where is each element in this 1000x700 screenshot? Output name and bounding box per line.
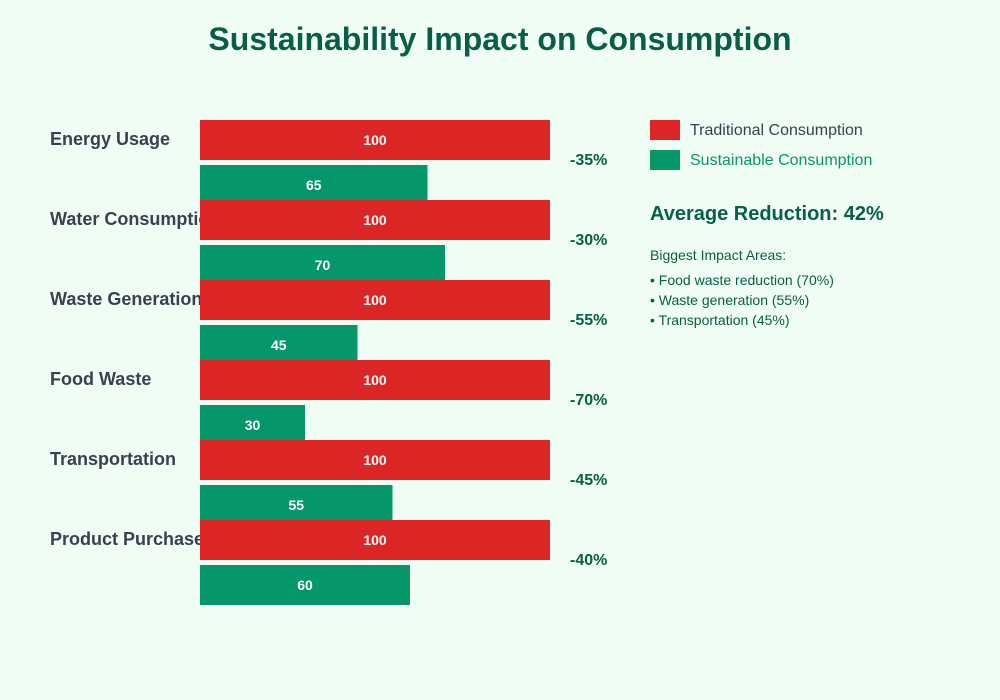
traditional-bar: [200, 520, 550, 560]
reduction-label: -40%: [570, 552, 607, 569]
sustainable-bar: [200, 565, 410, 605]
bar-value-label: 55: [288, 497, 304, 513]
traditional-bar: [200, 200, 550, 240]
category-label: Energy Usage: [50, 129, 170, 149]
traditional-bar: [200, 120, 550, 160]
category-label: Transportation: [50, 449, 176, 469]
bar-value-label: 100: [363, 212, 387, 228]
bar-value-label: 30: [245, 417, 261, 433]
category-label: Water Consumption: [50, 209, 220, 229]
bar-value-label: 100: [363, 532, 387, 548]
bar-value-label: 65: [306, 177, 322, 193]
average-reduction: Average Reduction: 42%: [650, 203, 884, 225]
sustainable-bar: [200, 405, 305, 445]
impact-item: • Transportation (45%): [650, 312, 790, 328]
legend-label-traditional: Traditional Consumption: [690, 122, 863, 139]
bar-value-label: 100: [363, 452, 387, 468]
reduction-label: -45%: [570, 472, 607, 489]
legend-label-sustainable: Sustainable Consumption: [690, 152, 872, 169]
sustainable-bar: [200, 165, 428, 205]
reduction-label: -30%: [570, 232, 607, 249]
category-label: Product Purchases: [50, 529, 214, 549]
legend-swatch-sustainable: [650, 150, 680, 170]
bar-value-label: 60: [297, 577, 313, 593]
impact-heading: Biggest Impact Areas:: [650, 247, 786, 263]
legend: Traditional Consumption Sustainable Cons…: [650, 120, 872, 170]
category-label: Waste Generation: [50, 289, 202, 309]
reduction-label: -70%: [570, 392, 607, 409]
category-label: Food Waste: [50, 369, 151, 389]
bar-value-label: 100: [363, 132, 387, 148]
bar-value-label: 100: [363, 372, 387, 388]
reduction-label: -55%: [570, 312, 607, 329]
sustainable-bar: [200, 245, 445, 285]
impact-item: • Food waste reduction (70%): [650, 272, 834, 288]
traditional-bar: [200, 360, 550, 400]
impact-item: • Waste generation (55%): [650, 292, 809, 308]
reduction-label: -35%: [570, 152, 607, 169]
traditional-bar: [200, 440, 550, 480]
traditional-bar: [200, 280, 550, 320]
bar-value-label: 45: [271, 337, 287, 353]
legend-swatch-traditional: [650, 120, 680, 140]
sustainable-bar: [200, 325, 358, 365]
bar-value-label: 100: [363, 292, 387, 308]
sustainable-bar: [200, 485, 393, 525]
chart-title: Sustainability Impact on Consumption: [208, 21, 791, 57]
bar-value-label: 70: [315, 257, 331, 273]
